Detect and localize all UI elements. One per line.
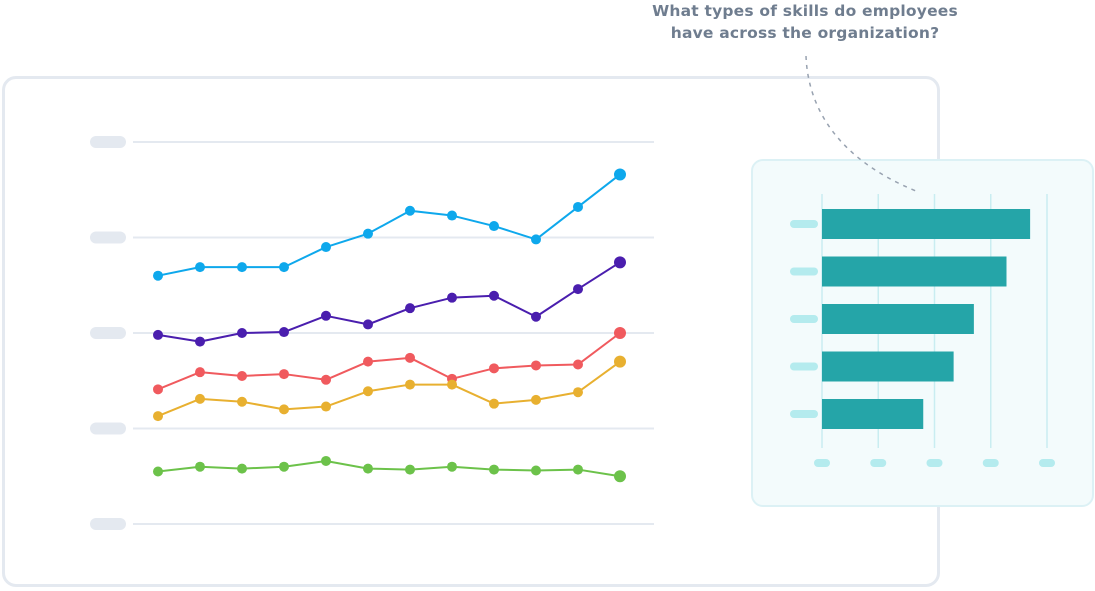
data-point bbox=[531, 311, 541, 322]
data-point bbox=[321, 242, 331, 253]
bar bbox=[822, 256, 1007, 287]
data-point bbox=[447, 292, 457, 303]
x-tick-label-placeholder bbox=[1039, 459, 1055, 467]
question-line-2: have across the organization? bbox=[670, 24, 940, 42]
x-tick-label-placeholder bbox=[814, 459, 830, 467]
line-chart-series bbox=[153, 168, 626, 483]
data-point bbox=[237, 328, 247, 338]
series-line bbox=[157, 459, 621, 478]
data-point bbox=[363, 228, 373, 239]
data-point bbox=[573, 387, 583, 398]
data-point bbox=[279, 262, 289, 273]
data-point bbox=[447, 210, 457, 221]
data-point bbox=[363, 386, 373, 397]
data-point bbox=[279, 404, 289, 415]
data-point bbox=[489, 221, 499, 232]
data-point bbox=[489, 464, 499, 475]
y-tick-label-placeholder bbox=[90, 136, 126, 148]
data-point bbox=[195, 262, 205, 273]
data-point bbox=[195, 461, 205, 472]
data-point bbox=[153, 411, 163, 422]
series-1 bbox=[153, 168, 626, 281]
y-tick-label-placeholder bbox=[90, 518, 126, 530]
data-point bbox=[153, 329, 163, 340]
data-point bbox=[489, 398, 499, 409]
bar bbox=[822, 209, 1031, 239]
category-label-placeholder bbox=[790, 410, 818, 418]
category-label-placeholder bbox=[790, 267, 818, 276]
data-point bbox=[447, 379, 457, 390]
data-point bbox=[153, 466, 163, 477]
data-point bbox=[363, 356, 373, 367]
category-label-placeholder bbox=[790, 362, 818, 371]
series-line bbox=[157, 173, 621, 277]
data-point bbox=[614, 168, 626, 181]
data-point bbox=[573, 201, 583, 212]
data-point bbox=[153, 384, 163, 395]
data-point bbox=[573, 464, 583, 475]
data-point bbox=[279, 461, 289, 472]
question-line-1: What types of skills do employees bbox=[652, 2, 958, 20]
data-point bbox=[195, 393, 205, 404]
data-point bbox=[237, 396, 247, 407]
data-point bbox=[531, 465, 541, 476]
data-point bbox=[195, 367, 205, 378]
data-point bbox=[405, 379, 415, 390]
series-2 bbox=[153, 256, 626, 347]
data-point bbox=[321, 401, 331, 412]
y-tick-label-placeholder bbox=[90, 327, 126, 339]
data-point bbox=[279, 369, 289, 380]
x-tick-label-placeholder bbox=[982, 459, 999, 467]
x-tick-label-placeholder bbox=[926, 459, 943, 467]
data-point bbox=[237, 262, 247, 273]
data-point bbox=[363, 319, 373, 330]
x-tick-label-placeholder bbox=[870, 459, 887, 467]
bar bbox=[822, 304, 974, 334]
data-point bbox=[237, 463, 247, 474]
data-point bbox=[363, 463, 373, 474]
series-5 bbox=[153, 455, 626, 483]
data-point bbox=[531, 360, 541, 371]
category-label-placeholder bbox=[790, 315, 818, 323]
question-text: What types of skills do employees have a… bbox=[640, 0, 970, 44]
data-point bbox=[279, 327, 289, 338]
connector-dashed-line bbox=[805, 55, 917, 192]
y-tick-label-placeholder bbox=[90, 231, 126, 244]
data-point bbox=[614, 470, 626, 483]
data-point bbox=[321, 455, 331, 466]
data-point bbox=[321, 374, 331, 385]
data-point bbox=[531, 394, 541, 405]
data-point bbox=[153, 270, 163, 281]
series-3 bbox=[153, 327, 626, 395]
data-point bbox=[405, 303, 415, 314]
data-point bbox=[614, 327, 626, 339]
category-label-placeholder bbox=[790, 220, 818, 228]
series-4 bbox=[153, 355, 626, 422]
data-point bbox=[489, 363, 499, 374]
bar-chart-bars bbox=[790, 209, 1031, 429]
data-point bbox=[531, 234, 541, 245]
data-point bbox=[489, 290, 499, 301]
data-point bbox=[614, 355, 626, 368]
bar bbox=[822, 351, 954, 382]
series-line bbox=[157, 360, 621, 418]
data-point bbox=[321, 310, 331, 321]
data-point bbox=[573, 284, 583, 295]
data-point bbox=[195, 336, 205, 347]
y-tick-label-placeholder bbox=[90, 422, 126, 435]
data-point bbox=[405, 464, 415, 475]
bar bbox=[822, 399, 924, 429]
data-point bbox=[614, 256, 626, 269]
data-point bbox=[405, 205, 415, 216]
data-point bbox=[237, 370, 247, 381]
data-point bbox=[573, 359, 583, 370]
series-line bbox=[157, 332, 621, 391]
data-point bbox=[405, 352, 415, 363]
data-point bbox=[447, 461, 457, 472]
line-chart-grid bbox=[90, 136, 654, 530]
series-line bbox=[157, 261, 621, 343]
